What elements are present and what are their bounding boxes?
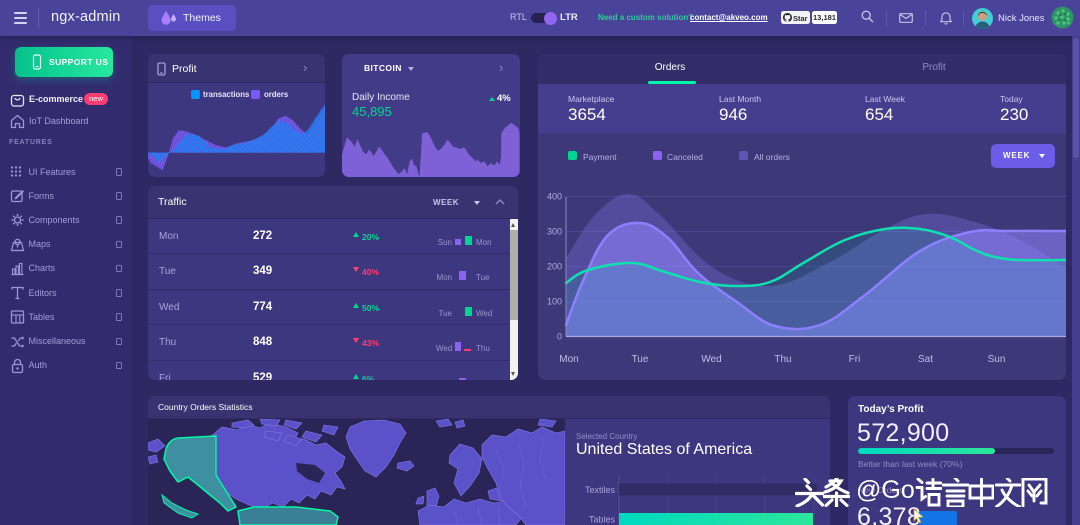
svg-text:Wed: Wed (701, 354, 721, 365)
svg-text:Mon: Mon (559, 354, 578, 365)
svg-text:0: 0 (557, 332, 562, 342)
svg-text:Tables: Tables (589, 515, 616, 525)
svg-text:100: 100 (547, 297, 562, 307)
svg-text:Sat: Sat (918, 354, 933, 365)
svg-text:Tue: Tue (632, 354, 649, 365)
svg-text:Thu: Thu (774, 354, 791, 365)
svg-text:Fri: Fri (849, 354, 861, 365)
svg-text:Sun: Sun (988, 354, 1006, 365)
svg-text:400: 400 (547, 192, 562, 202)
svg-text:200: 200 (547, 262, 562, 272)
svg-text:Textiles: Textiles (585, 485, 616, 495)
svg-text:300: 300 (547, 227, 562, 237)
